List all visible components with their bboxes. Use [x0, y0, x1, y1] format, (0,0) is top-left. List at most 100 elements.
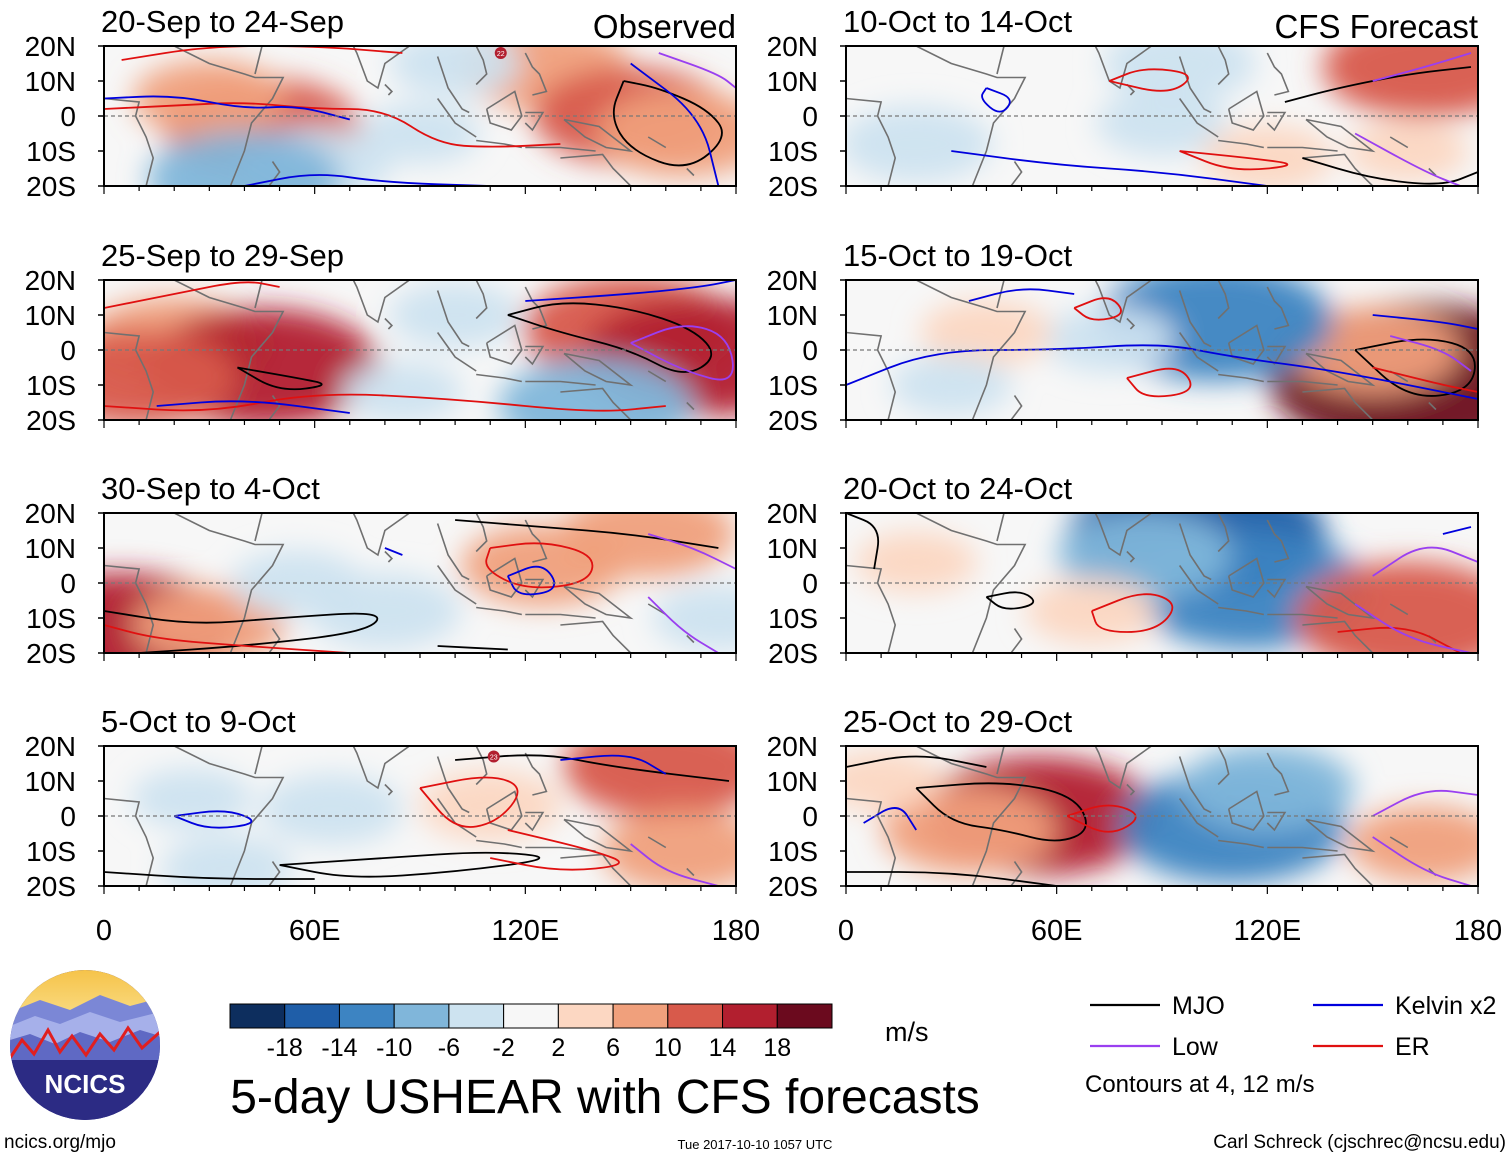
lat-tick-label: 10S [768, 836, 818, 867]
contour-low [647, 533, 736, 570]
map-panel: 20N 10N 0 10S 20S 30-Sep to 4-Oct [25, 471, 737, 669]
coastline [1217, 746, 1230, 786]
shear-anomaly-blob [1322, 46, 1478, 119]
lat-tick-label: 20N [25, 31, 76, 62]
contour-er [1066, 804, 1137, 833]
coastline [1389, 136, 1409, 149]
coastline [1267, 146, 1338, 152]
colorbar-cell [503, 1003, 559, 1029]
coastline [1178, 756, 1212, 814]
lat-tick-label: 10N [25, 66, 76, 97]
coastline [1178, 290, 1212, 348]
colorbar-tick-label: -6 [438, 1034, 460, 1062]
lon-tick-label: 60E [1031, 915, 1083, 947]
coastlines [846, 746, 1437, 886]
map-panel: 22 20N 10N 0 10S 20S 20-Sep to 24-Sep [25, 4, 737, 202]
wave-contours [846, 755, 1478, 886]
contour-er [490, 829, 620, 871]
coastline [1126, 783, 1136, 796]
contour-kelvin [846, 344, 1478, 400]
coastline [1302, 153, 1374, 186]
coastline [1389, 603, 1409, 616]
colorbar-tick-label: 18 [763, 1034, 791, 1062]
contour-mjo [846, 871, 1057, 886]
shear-anomaly-blob [131, 768, 253, 829]
contour-er [104, 281, 280, 309]
shear-anomaly-blob [260, 773, 404, 845]
lat-tick-label: 20S [768, 638, 818, 669]
coastline [436, 565, 477, 605]
coastline [475, 46, 488, 86]
shear-anomaly-blob [601, 810, 736, 886]
coastline [1010, 861, 1023, 886]
coastline [436, 523, 470, 581]
coastline [173, 746, 285, 886]
coastline [384, 317, 394, 330]
contour-low [1372, 52, 1472, 82]
coastline [268, 395, 281, 420]
lat-tick-label: 10N [25, 300, 76, 331]
colorbar-units: m/s [885, 1017, 929, 1047]
coastlines [846, 46, 1437, 186]
panel-date-label: 5-Oct to 9-Oct [101, 704, 296, 739]
coastline [475, 280, 488, 320]
coastline [1389, 836, 1409, 849]
contour-low [1372, 789, 1478, 817]
lat-tick-label: 0 [802, 801, 818, 832]
contour-kelvin [863, 807, 917, 831]
contour-er [104, 102, 561, 148]
coastline [436, 756, 470, 814]
lon-tick-label: 0 [838, 915, 854, 947]
coastline [1305, 118, 1376, 153]
contour-mjo [612, 80, 723, 167]
lat-tick-label: 10N [25, 533, 76, 564]
coastline [525, 146, 596, 152]
coastline [476, 606, 522, 616]
colorbar-tick-label: 6 [606, 1034, 620, 1062]
lon-tick-label: 120E [1233, 915, 1301, 947]
contour-kelvin [244, 174, 491, 186]
coastline [384, 83, 394, 96]
coastline [1178, 98, 1219, 138]
contour-mjo [455, 519, 719, 549]
contour-low [1354, 603, 1472, 653]
contour-kelvin [104, 95, 351, 121]
coastline [846, 97, 897, 186]
colorbar-cell [722, 1003, 778, 1029]
contour-er [1108, 68, 1189, 92]
storm-marker-label: 22 [497, 51, 505, 58]
coastline [104, 564, 155, 653]
coastline [1178, 56, 1212, 114]
wave-contours [846, 288, 1478, 400]
coastline [475, 746, 488, 786]
coastline [915, 746, 1027, 886]
contour-kelvin [951, 150, 1268, 186]
coastline [173, 46, 285, 186]
legend-note: Contours at 4, 12 m/s [1085, 1071, 1314, 1098]
shear-shading [855, 513, 1478, 653]
shear-anomaly-blob [561, 513, 736, 578]
credit: Carl Schreck (cjschrec@ncsu.edu) [1213, 1132, 1506, 1153]
coastline [254, 280, 263, 309]
shear-anomaly-blob [881, 786, 1056, 874]
coastline [524, 345, 545, 366]
shear-anomaly-blob [389, 282, 522, 348]
shear-anomaly-blob [1096, 90, 1228, 156]
coastline [846, 331, 897, 420]
contour-mjo [279, 851, 541, 878]
coastline [996, 280, 1005, 309]
column-label-cfs-forecast: CFS Forecast [1274, 8, 1478, 45]
lat-tick-label: 10S [768, 136, 818, 167]
lat-tick-label: 10N [25, 766, 76, 797]
contour-low [630, 843, 719, 886]
storm-marker-icon [494, 47, 507, 59]
coastline [686, 167, 695, 177]
contour-mjo [437, 645, 508, 651]
shear-anomaly-blob [563, 746, 736, 819]
lat-tick-label: 10N [767, 766, 818, 797]
coastlines [104, 513, 695, 653]
colorbar-tick-label: 10 [654, 1034, 682, 1062]
coastline [436, 56, 470, 114]
shear-anomaly-blob [359, 103, 481, 164]
